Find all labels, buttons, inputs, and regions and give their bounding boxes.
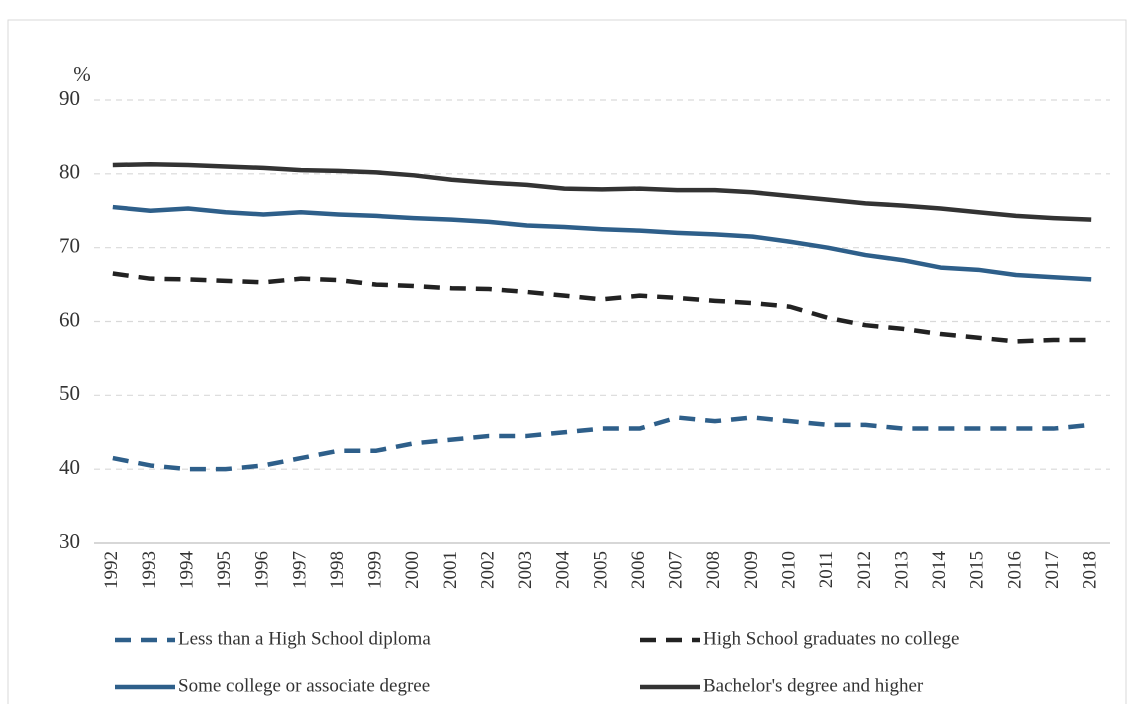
x-tick-label: 1992	[101, 551, 122, 589]
legend-label: Some college or associate degree	[178, 675, 430, 696]
series-line	[112, 161, 1092, 222]
y-tick-label: 50	[59, 381, 80, 405]
series-line	[112, 271, 1092, 344]
legend-label: Less than a High School diploma	[178, 628, 431, 649]
x-tick-label: 1996	[252, 551, 273, 589]
y-tick-label: 90	[59, 86, 80, 110]
x-tick-label: 2014	[929, 551, 950, 590]
x-tick-label: 1999	[365, 551, 386, 589]
x-tick-label: 2004	[553, 551, 574, 590]
x-tick-label: 2011	[816, 551, 837, 588]
x-tick-label: 2013	[891, 551, 912, 589]
x-tick-label: 2000	[402, 551, 423, 589]
x-tick-label: 2003	[515, 551, 536, 589]
x-tick-label: 2007	[666, 551, 687, 589]
y-tick-label: 80	[59, 160, 80, 184]
x-tick-label: 2017	[1042, 551, 1063, 589]
y-axis-label: %	[73, 62, 91, 86]
x-tick-label: 2018	[1080, 551, 1101, 589]
x-tick-label: 2009	[741, 551, 762, 589]
x-tick-label: 2006	[628, 551, 649, 589]
legend-label: High School graduates no college	[703, 628, 959, 649]
x-tick-label: 2010	[779, 551, 800, 589]
legend-label: Bachelor's degree and higher	[703, 675, 924, 696]
x-tick-label: 1994	[176, 551, 197, 590]
chart-frame	[7, 19, 1127, 704]
x-tick-label: 1995	[214, 551, 235, 589]
x-tick-label: 2008	[703, 551, 724, 589]
x-tick-label: 2001	[440, 551, 461, 589]
x-tick-label: 2002	[477, 551, 498, 589]
x-tick-label: 1993	[139, 551, 160, 589]
x-tick-label: 2015	[967, 551, 988, 589]
series-line	[112, 415, 1092, 472]
x-tick-label: 2016	[1004, 551, 1025, 589]
y-tick-label: 70	[59, 233, 80, 257]
x-tick-label: 2005	[590, 551, 611, 589]
y-tick-label: 40	[59, 455, 80, 479]
y-tick-label: 60	[59, 307, 80, 331]
x-tick-label: 1998	[327, 551, 348, 589]
y-tick-label: 30	[59, 529, 80, 553]
x-tick-label: 2012	[854, 551, 875, 589]
x-tick-label: 1997	[289, 551, 310, 589]
series-line	[112, 204, 1092, 282]
